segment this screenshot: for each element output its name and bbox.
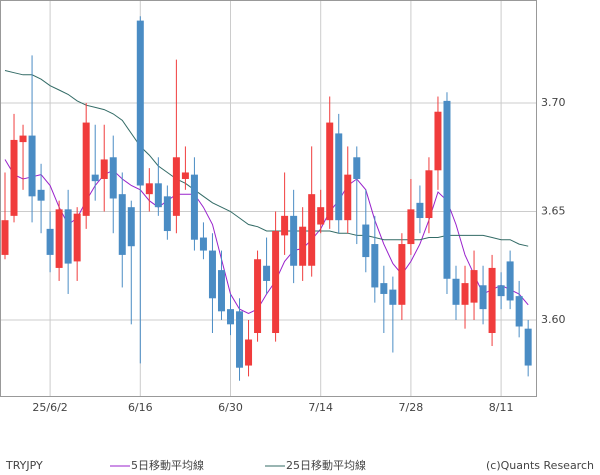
candle-body [416,202,424,219]
candle-body [425,170,433,219]
x-tick-label: 7/28 [399,401,424,414]
candle-body [55,209,63,268]
candle-body [524,328,532,366]
candle-body [37,189,45,201]
candle-body [1,220,9,255]
candle-body [281,215,289,236]
candle-body [380,283,388,294]
candle-body [181,172,189,179]
x-tick-label: 8/11 [489,401,514,414]
candle-body [506,261,514,301]
candle-body [245,339,253,366]
y-tick-label: 3.60 [541,313,566,326]
candle-body [217,270,225,312]
moving-averages [4,70,529,315]
candle-body [118,194,126,255]
candle-body [91,174,99,182]
credit: (c)Quants Research [486,459,594,472]
plot-frame [0,0,537,397]
candle-body [452,278,460,305]
x-tick-label: 25/6/2 [32,401,67,414]
symbol: TRYJPY [5,459,43,472]
candle-body [109,157,117,199]
candle-body [335,133,343,221]
candle-body [272,231,280,334]
candle-body [100,159,108,179]
candle-body [389,289,397,305]
candle-body [136,20,144,186]
candle-body [470,270,478,303]
x-tick-label: 7/14 [308,401,333,414]
candle-body [515,296,523,327]
candle-body [208,250,216,299]
candle-body [190,174,198,240]
candle-body [227,309,234,325]
candle-body [479,285,487,310]
candle-body [254,259,262,334]
candle-body [236,311,244,368]
candle-body [497,285,505,297]
candle-body [263,265,271,281]
candle-body [172,157,180,216]
candle-body [299,226,307,266]
candle-body [46,228,54,255]
candle-body [344,174,352,221]
candle-body [163,196,171,232]
candle-body [145,183,153,195]
x-tick-label: 6/30 [218,401,243,414]
candle-body [73,213,81,262]
candle-body [398,244,406,305]
legend-label: 5日移動平均線 [131,458,204,472]
candle-body [371,244,379,288]
candle-body [407,209,415,245]
candle-body [308,194,316,266]
candle-body [127,207,135,247]
candle-body [199,237,207,251]
candle-body [10,139,18,216]
candle-body [353,157,361,179]
ma-line [4,159,529,315]
legend-label: 25日移動平均線 [286,458,366,472]
candle-body [434,111,442,171]
candles [1,16,532,381]
candle-body [290,215,298,266]
candle-body [64,209,72,264]
candle-body [326,122,334,221]
candle-body [317,207,325,225]
ma-line [4,70,529,247]
candle-body [461,283,469,305]
x-tick-label: 6/16 [128,401,153,414]
candle-body [28,135,36,197]
y-tick-label: 3.65 [541,205,566,218]
y-tick-label: 3.70 [541,96,566,109]
candle-body [82,122,90,216]
candle-body [443,100,451,279]
candle-body [154,183,162,208]
candle-body [488,267,496,334]
candle-body [19,135,27,143]
candle-body [362,224,370,258]
